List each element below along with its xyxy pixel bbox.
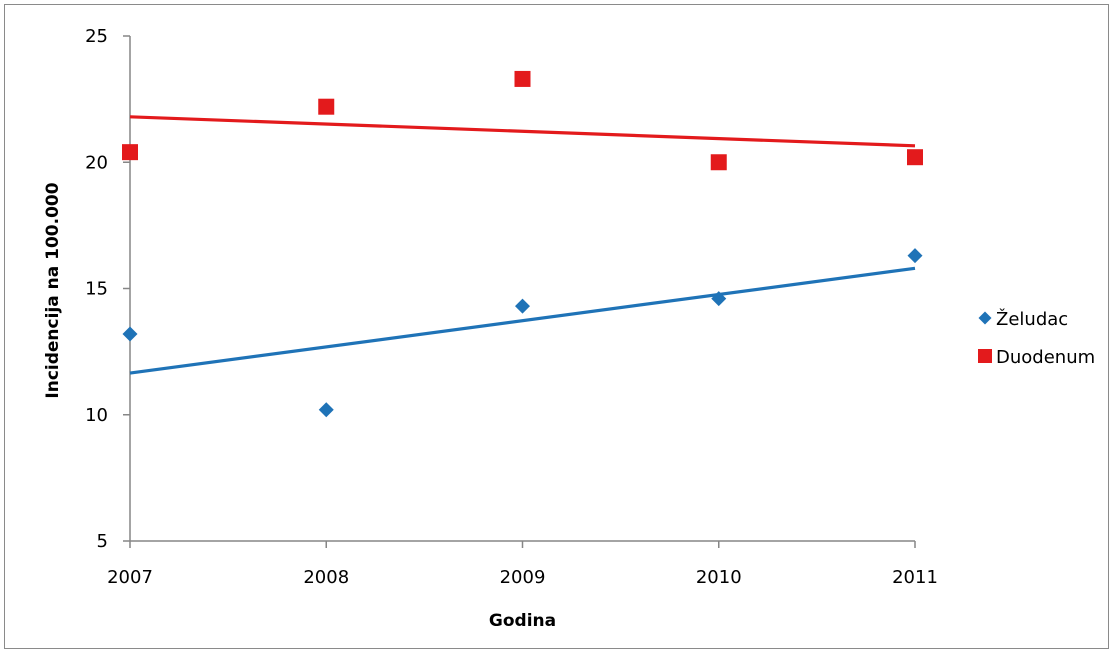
trendlines [129,115,916,375]
data-point-zeludac [711,291,727,307]
data-point-zeludac [907,248,923,264]
trendline-duodenum [129,115,916,148]
y-tick-label: 25 [85,26,108,47]
y-axis-title: Incidencija na 100.000 [43,182,63,398]
trendline-zeludac [129,266,916,375]
legend-marker-duodenum [978,349,992,363]
legend-label-zeludac: Želudac [996,308,1068,330]
x-tick-label: 2010 [696,567,742,588]
y-tick-label: 15 [85,279,108,300]
x-tick-label: 2011 [892,567,938,588]
y-tick-label: 10 [85,405,108,426]
x-tick-label: 2009 [500,567,546,588]
x-tick-label: 2007 [107,567,153,588]
data-point-zeludac [122,326,138,342]
legend-marker-zeludac [978,311,992,325]
axis-labels: 5 10 15 20 25 2007 2008 2009 2010 2011 Godina Incid… [43,26,938,631]
data-point-duodenum [318,98,335,115]
x-axis-title: Godina [489,611,556,631]
data-point-zeludac [515,298,530,314]
data-point-zeludac [318,402,334,418]
data-point-duodenum [907,149,923,166]
data-point-duodenum [710,154,727,171]
legend: Želudac Duodenum [978,308,1095,368]
data-point-duodenum [514,70,531,87]
legend-label-duodenum: Duodenum [996,347,1095,368]
data-markers [122,70,923,418]
axes [123,35,916,548]
y-tick-label: 20 [85,152,108,173]
y-tick-label: 5 [97,531,108,552]
x-tick-label: 2008 [303,567,349,588]
data-point-duodenum [122,144,138,161]
